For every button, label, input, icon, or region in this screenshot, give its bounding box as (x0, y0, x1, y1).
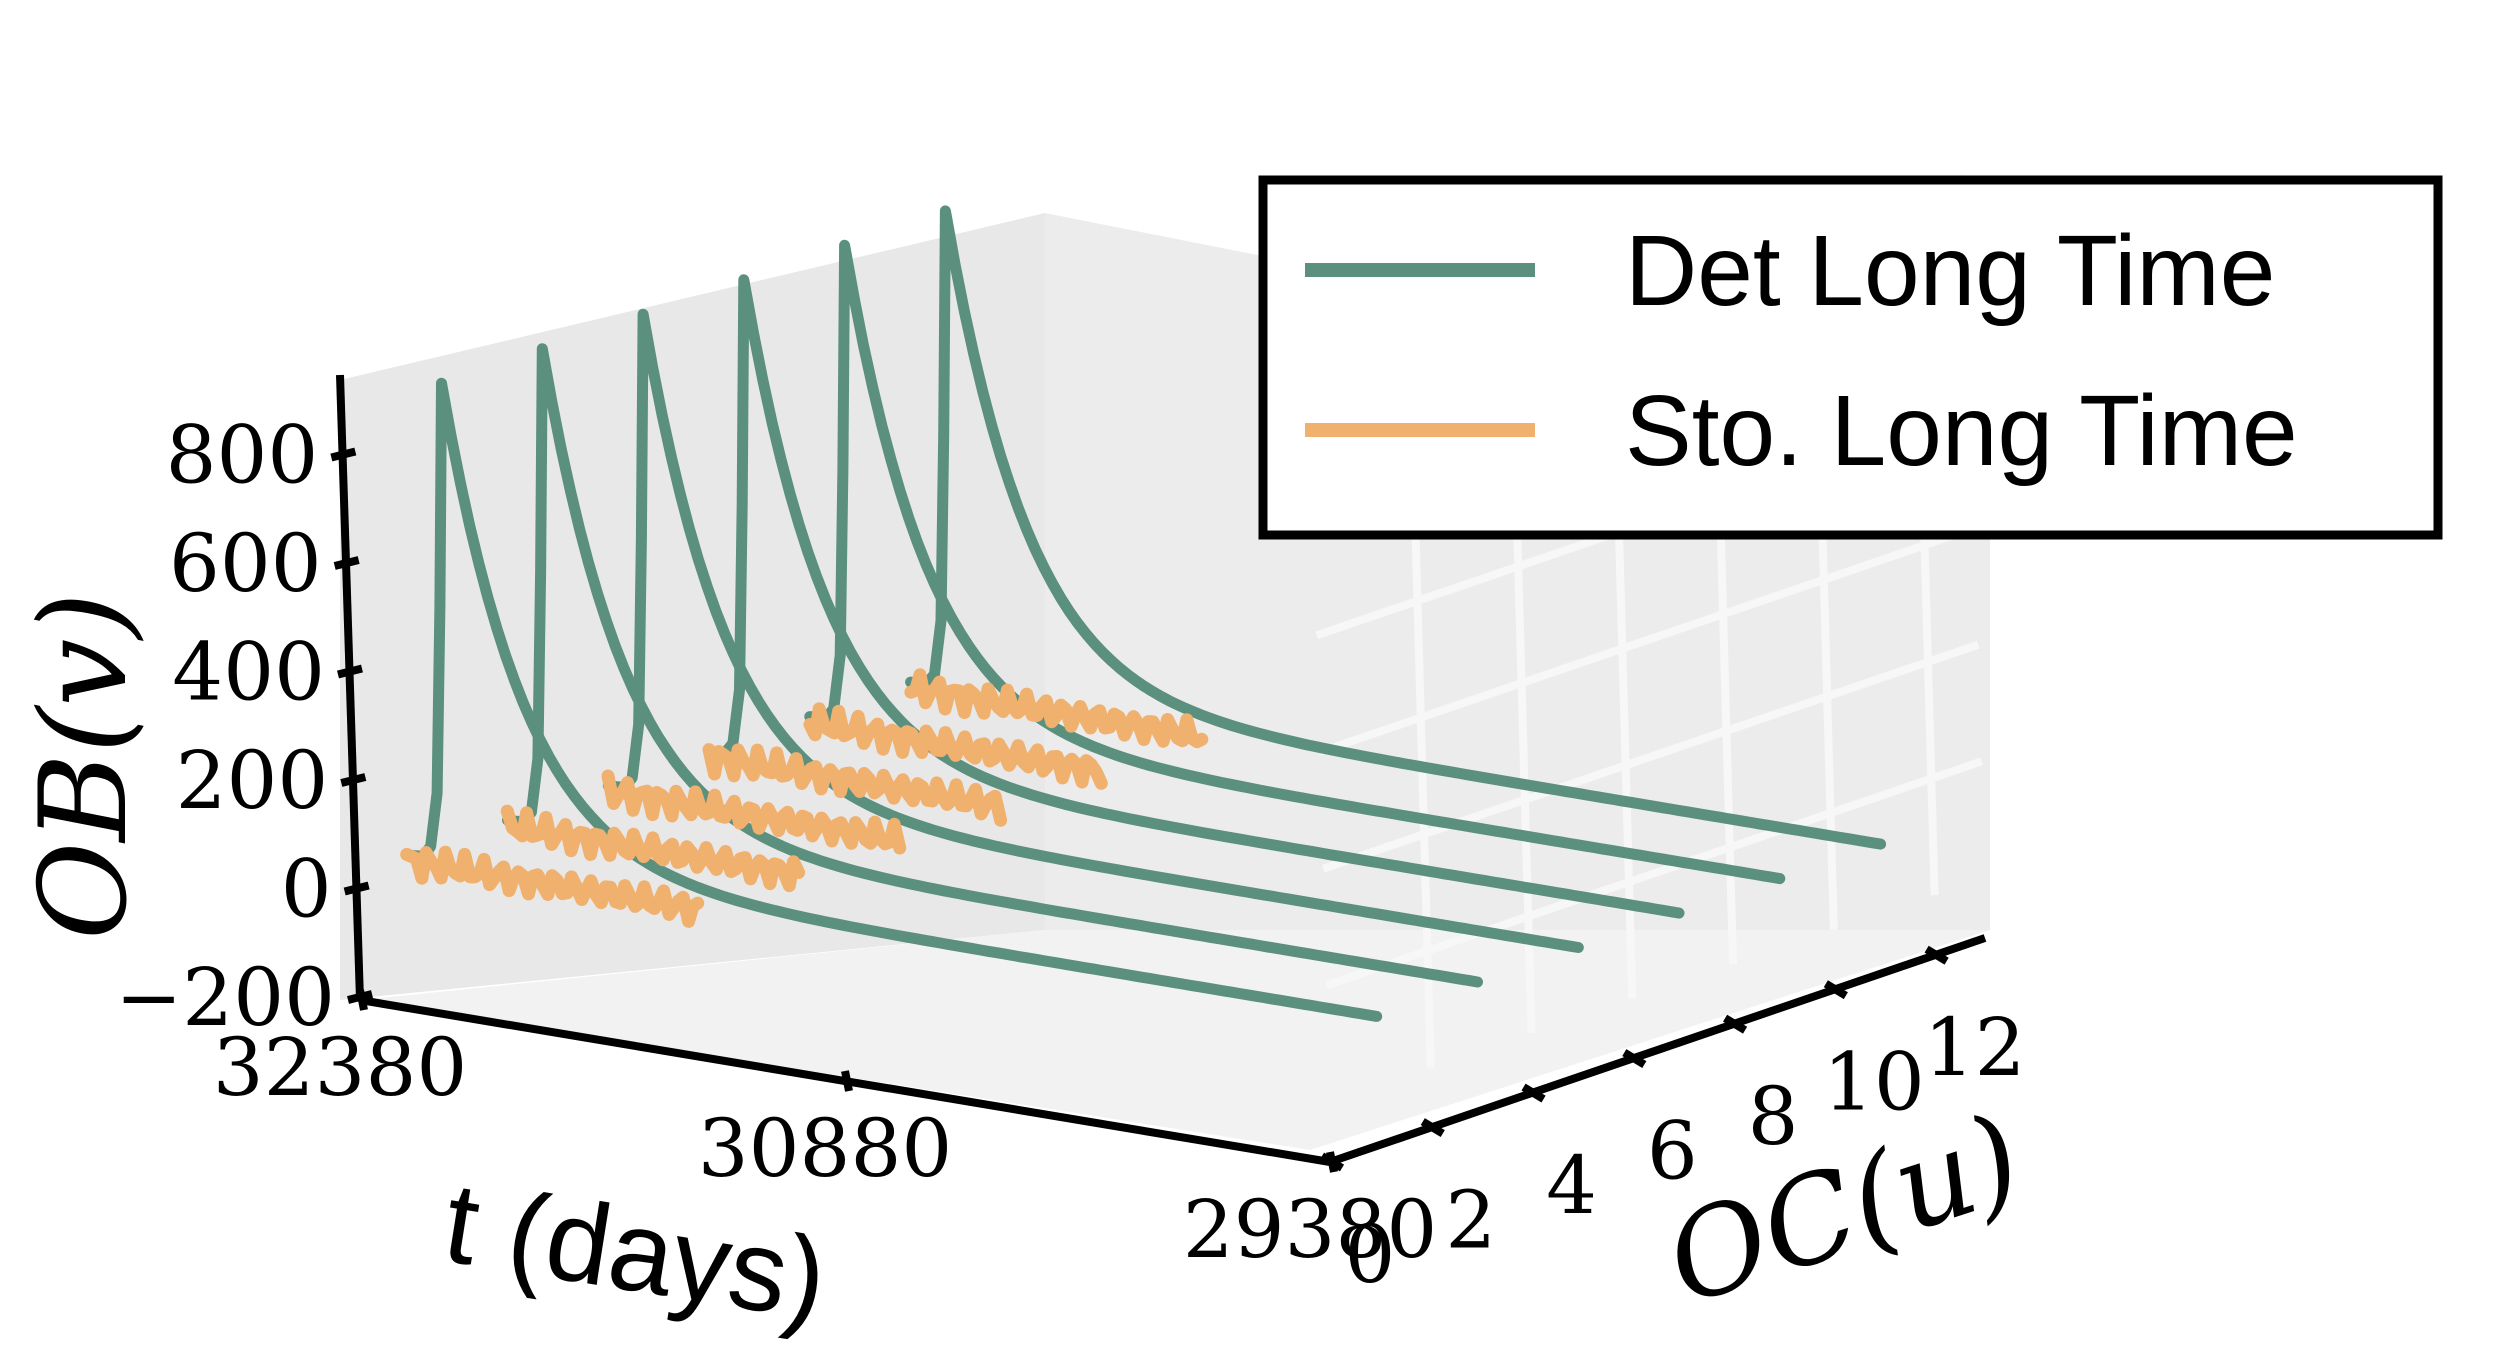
y-tick-label: 2 (1445, 1174, 1496, 1267)
y-axis-line (1328, 934, 1987, 1166)
x-tick-mark (841, 1070, 853, 1092)
grid-line (1325, 757, 1983, 990)
sto-series-line (803, 702, 1108, 790)
x-tick-label: 30880 (698, 1102, 953, 1195)
det-series-line (905, 205, 1887, 850)
z-tick-label: 600 (169, 517, 322, 610)
sto-series-line (601, 769, 907, 855)
det-series-line (401, 377, 1383, 1022)
y-tick-label: 4 (1546, 1139, 1597, 1232)
y-tick-label: 0 (1345, 1208, 1396, 1301)
det-series-line (804, 239, 1786, 885)
y-tick-mark (1420, 1118, 1445, 1137)
y-tick-mark (1924, 945, 1949, 965)
grid-line (1318, 524, 1977, 756)
sto-series-line (904, 668, 1209, 749)
det-series-line (703, 274, 1685, 919)
sto-long-time-series (400, 668, 1209, 928)
sto-series-line (500, 804, 806, 893)
x-tick-mark (356, 989, 368, 1011)
legend: Det Long Time Sto. Long Time (1258, 175, 2443, 540)
z-axis-line (336, 374, 364, 1001)
det-series-line (502, 343, 1483, 988)
det-long-time-series (401, 205, 1887, 1022)
x-tick-label: 32380 (213, 1021, 468, 1114)
y-tick-mark (1521, 1083, 1546, 1103)
x-axis-ticks: 32380 30880 29380 (213, 989, 1438, 1276)
z-tick-label: 400 (172, 626, 325, 719)
sto-series-line (702, 743, 1008, 827)
z-tick-mark (340, 773, 367, 787)
z-tick-label: −200 (115, 951, 335, 1044)
z-tick-mark (330, 447, 357, 462)
z-axis-ticks: −200 0 200 400 600 800 (115, 409, 373, 1044)
y-tick-mark (1823, 980, 1848, 1000)
grid-line (1322, 640, 1980, 873)
det-series-line (602, 308, 1584, 953)
z-tick-label: 0 (281, 843, 332, 936)
z-tick-mark (343, 881, 370, 896)
legend-box (1258, 175, 2443, 540)
y-tick-mark (1723, 1014, 1748, 1034)
z-tick-label: 800 (166, 409, 319, 502)
floor-pane (360, 930, 1990, 1150)
y-tick-label: 10 (1823, 1036, 1925, 1129)
y-tick-mark (1319, 1152, 1345, 1172)
x-tick-label: 29380 (1183, 1183, 1438, 1276)
y-tick-mark (1622, 1049, 1647, 1069)
legend-label-sto: Sto. Long Time (1625, 375, 2298, 487)
z-tick-mark (337, 664, 363, 679)
sto-series-line (400, 845, 705, 928)
y-tick-label: 6 (1647, 1105, 1698, 1198)
z-tick-mark (333, 556, 360, 570)
y-tick-label: 8 (1748, 1070, 1799, 1163)
z-axis-title: OB(v) (15, 592, 154, 940)
legend-label-det: Det Long Time (1625, 215, 2275, 327)
y-tick-label: 12 (1924, 1001, 2026, 1094)
z-tick-label: 200 (176, 734, 329, 827)
